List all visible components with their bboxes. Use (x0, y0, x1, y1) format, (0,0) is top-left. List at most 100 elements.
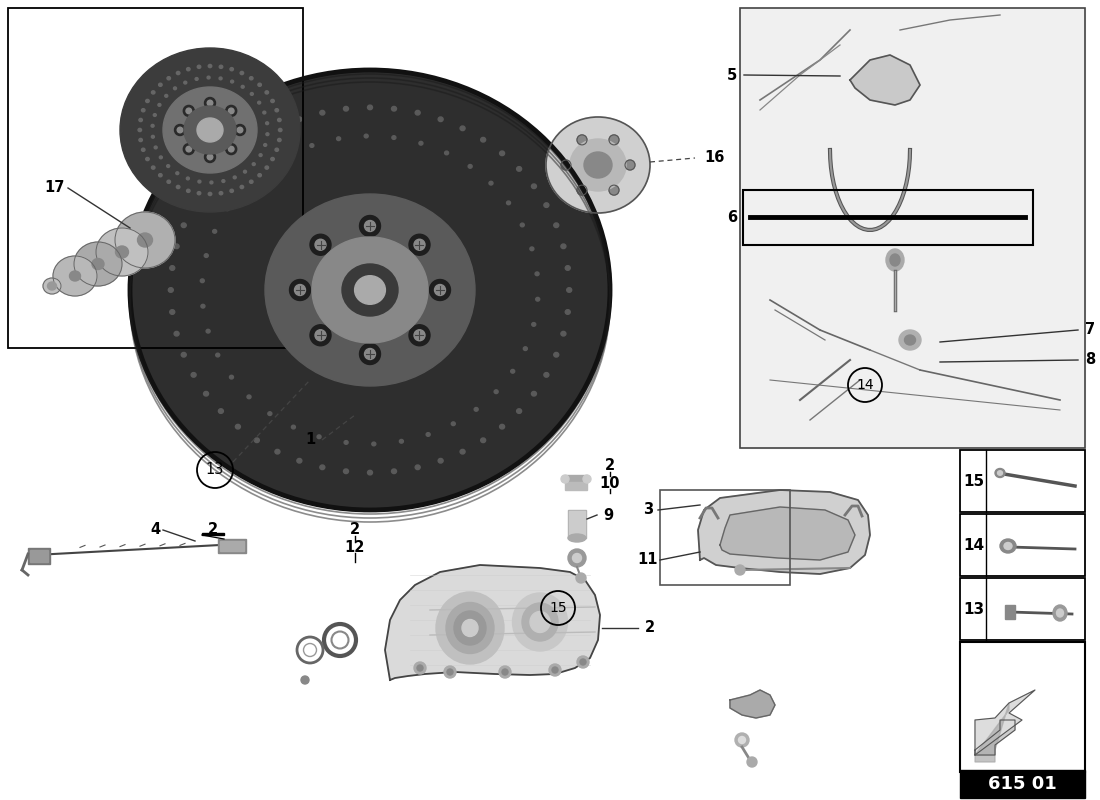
Ellipse shape (399, 439, 404, 443)
Ellipse shape (275, 109, 278, 112)
Ellipse shape (343, 469, 349, 474)
Ellipse shape (139, 128, 142, 131)
Ellipse shape (257, 174, 262, 177)
Ellipse shape (517, 409, 521, 414)
Ellipse shape (584, 152, 612, 178)
Text: 2: 2 (605, 458, 615, 474)
Ellipse shape (415, 465, 420, 470)
Circle shape (229, 146, 234, 152)
Circle shape (238, 127, 243, 133)
Ellipse shape (219, 191, 222, 194)
Ellipse shape (200, 279, 205, 282)
Ellipse shape (242, 186, 246, 190)
Ellipse shape (419, 142, 422, 145)
Ellipse shape (235, 424, 241, 429)
Ellipse shape (69, 271, 80, 281)
Circle shape (229, 108, 234, 114)
Ellipse shape (1000, 539, 1016, 553)
Text: 14: 14 (964, 538, 984, 553)
Circle shape (738, 737, 746, 743)
Ellipse shape (278, 128, 282, 131)
Ellipse shape (553, 223, 559, 227)
Circle shape (561, 160, 571, 170)
Ellipse shape (186, 177, 189, 180)
Text: 17: 17 (45, 181, 65, 195)
Ellipse shape (152, 91, 155, 94)
Polygon shape (975, 720, 1015, 755)
Ellipse shape (219, 166, 223, 171)
Ellipse shape (583, 475, 591, 483)
Text: 15: 15 (549, 601, 566, 615)
Ellipse shape (240, 71, 243, 74)
Circle shape (414, 330, 425, 341)
Ellipse shape (415, 110, 420, 115)
Ellipse shape (187, 190, 190, 193)
Ellipse shape (499, 424, 505, 429)
Ellipse shape (169, 266, 175, 270)
Ellipse shape (254, 138, 260, 142)
Circle shape (747, 757, 757, 767)
Ellipse shape (142, 148, 145, 151)
Ellipse shape (367, 470, 373, 475)
Circle shape (578, 135, 587, 145)
Ellipse shape (517, 166, 521, 171)
Ellipse shape (899, 330, 921, 350)
Ellipse shape (219, 66, 222, 69)
Circle shape (409, 325, 430, 346)
Bar (960, 770, 1085, 798)
Ellipse shape (43, 278, 60, 294)
Ellipse shape (565, 310, 570, 314)
Ellipse shape (561, 331, 565, 336)
Ellipse shape (344, 441, 348, 444)
Ellipse shape (174, 331, 179, 336)
Ellipse shape (176, 172, 179, 174)
Ellipse shape (565, 266, 570, 270)
Ellipse shape (182, 223, 186, 227)
Ellipse shape (241, 86, 244, 88)
Ellipse shape (145, 99, 150, 102)
Ellipse shape (154, 146, 157, 149)
Bar (569, 511, 585, 537)
Circle shape (409, 234, 430, 255)
Ellipse shape (182, 353, 186, 357)
Ellipse shape (546, 117, 650, 213)
Ellipse shape (426, 433, 430, 436)
Ellipse shape (438, 117, 443, 122)
Ellipse shape (570, 139, 626, 191)
Ellipse shape (530, 247, 533, 250)
Circle shape (207, 154, 212, 160)
Text: 2: 2 (645, 621, 656, 635)
Text: 12: 12 (344, 539, 365, 554)
Text: 7: 7 (1085, 322, 1096, 338)
Ellipse shape (145, 158, 150, 161)
Ellipse shape (168, 288, 174, 292)
Ellipse shape (998, 470, 1002, 475)
Ellipse shape (216, 353, 220, 357)
Ellipse shape (531, 322, 536, 326)
Circle shape (289, 279, 310, 301)
Ellipse shape (320, 465, 324, 470)
Text: 15: 15 (964, 474, 984, 489)
Ellipse shape (158, 83, 162, 86)
Ellipse shape (152, 135, 154, 138)
Ellipse shape (531, 391, 537, 396)
Circle shape (295, 285, 306, 295)
Ellipse shape (886, 249, 904, 271)
Circle shape (609, 185, 619, 195)
Ellipse shape (285, 154, 288, 158)
Circle shape (184, 143, 195, 154)
Ellipse shape (438, 458, 443, 463)
Ellipse shape (158, 174, 162, 177)
Circle shape (417, 665, 424, 671)
Ellipse shape (74, 242, 122, 286)
Circle shape (609, 135, 619, 145)
Ellipse shape (206, 330, 210, 333)
Bar (960, 642, 1085, 772)
Ellipse shape (210, 181, 213, 184)
Circle shape (186, 146, 191, 152)
Ellipse shape (230, 67, 233, 70)
Bar (960, 450, 1085, 512)
Ellipse shape (116, 212, 175, 268)
Ellipse shape (153, 114, 156, 117)
Ellipse shape (536, 298, 540, 301)
